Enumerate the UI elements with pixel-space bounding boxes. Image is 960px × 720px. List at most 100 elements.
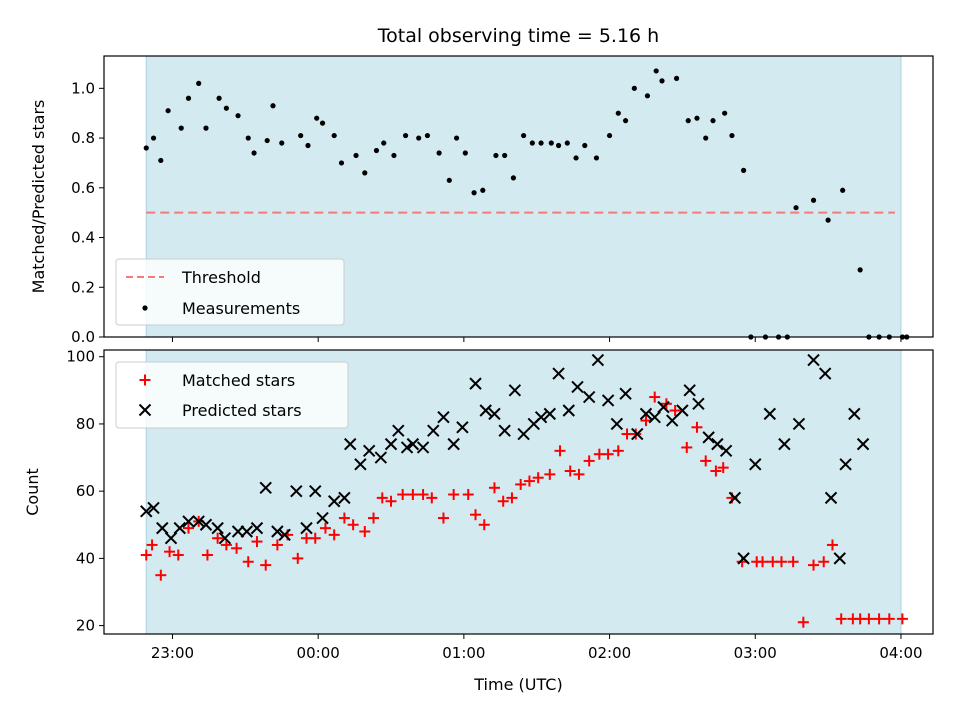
predicted-star-point xyxy=(140,505,153,518)
measurement-point xyxy=(529,140,535,146)
predicted-star-point xyxy=(362,444,376,458)
matched-star-point xyxy=(583,455,595,467)
matched-star-point xyxy=(462,489,474,501)
matched-star-point xyxy=(564,465,576,477)
measurement-point xyxy=(235,113,241,119)
predicted-star-point xyxy=(400,441,414,454)
matched-star-point xyxy=(554,445,566,457)
matched-star-point xyxy=(649,391,661,403)
measurement-point xyxy=(502,152,508,159)
predicted-star-point xyxy=(711,437,724,451)
matched-star-point xyxy=(612,445,624,457)
bottom-panel: 20 40 60 80 100 23:00 00:00 01:00 02:00 03:00 04:… xyxy=(23,348,934,694)
measurement-point xyxy=(694,115,700,121)
measurement-point xyxy=(150,135,157,141)
matched-star-point xyxy=(164,546,176,558)
predicted-star-point xyxy=(728,491,742,505)
top-legend-box xyxy=(115,258,345,326)
matched-star-point xyxy=(797,616,809,628)
predicted-star-point xyxy=(666,414,679,427)
measurement-point xyxy=(722,110,728,116)
predicted-star-point xyxy=(683,384,696,397)
matched-star-point xyxy=(319,522,331,534)
measurement-point xyxy=(245,135,251,141)
top-y-axis-label: Matched/Predicted stars xyxy=(29,100,48,294)
matched-star-point xyxy=(497,495,509,507)
x-tick-label: 03:00 xyxy=(734,644,777,662)
matched-star-point xyxy=(397,489,409,501)
matched-star-point xyxy=(347,519,359,531)
matched-star-point xyxy=(826,539,838,551)
measurement-point xyxy=(659,78,665,84)
measurement-point xyxy=(446,177,452,183)
matched-star-point xyxy=(251,536,263,548)
y-tick-label: 40 xyxy=(76,549,95,567)
matched-star-point xyxy=(448,489,460,501)
matched-star-point xyxy=(787,556,799,568)
matched-star-point xyxy=(488,482,500,494)
predicted-star-point xyxy=(792,417,806,431)
legend-measurements-label: Measurements xyxy=(182,299,300,318)
predicted-star-point xyxy=(447,437,460,451)
y-tick-label: 80 xyxy=(76,415,95,433)
matched-star-point xyxy=(602,448,614,460)
predicted-star-point xyxy=(601,394,615,407)
predicted-star-point xyxy=(619,387,632,400)
predicted-star-point xyxy=(199,518,213,531)
measurement-point xyxy=(270,103,276,109)
measurement-point xyxy=(740,167,747,173)
x-tick-label: 01:00 xyxy=(442,644,485,662)
measurement-point xyxy=(178,125,184,131)
top-panel: 0.0 0.2 0.4 0.6 0.8 1.0 Total observing time … xyxy=(29,25,934,346)
predicted-star-point xyxy=(648,411,661,424)
measurement-point xyxy=(143,145,149,151)
measurement-point xyxy=(216,95,222,101)
measurement-point xyxy=(436,150,442,156)
measurement-point xyxy=(353,152,359,159)
predicted-star-point xyxy=(657,400,670,414)
top-y-ticks: 0.0 0.2 0.4 0.6 0.8 1.0 xyxy=(71,79,104,346)
y-tick-label: 100 xyxy=(66,348,95,366)
predicted-star-point xyxy=(552,367,565,380)
predicted-star-point xyxy=(534,411,548,424)
predicted-star-point xyxy=(147,501,160,515)
matched-star-point xyxy=(292,552,304,564)
matched-star-point xyxy=(212,532,224,544)
measurement-point xyxy=(510,175,517,181)
matched-star-point xyxy=(231,542,243,554)
measurement-point xyxy=(582,142,588,149)
measurement-point xyxy=(381,140,387,146)
predicted-star-point xyxy=(763,407,777,421)
predicted-star-point xyxy=(309,484,322,498)
matched-star-point xyxy=(338,512,350,524)
measurement-point xyxy=(810,197,817,203)
predicted-star-point xyxy=(839,458,852,471)
predicted-star-point xyxy=(456,421,469,434)
measurement-point xyxy=(685,118,691,124)
predicted-star-point xyxy=(192,515,205,528)
predicted-star-point xyxy=(833,552,846,565)
measurement-point xyxy=(362,170,368,176)
bottom-y-ticks: 20 40 60 80 100 xyxy=(66,348,104,635)
y-tick-label: 0.4 xyxy=(71,229,95,247)
y-tick-label: 0.6 xyxy=(71,179,95,197)
matched-star-point xyxy=(201,549,213,561)
predicted-star-point xyxy=(354,458,367,471)
measurement-point xyxy=(462,150,468,156)
matched-star-point xyxy=(630,428,642,440)
matched-star-point xyxy=(437,512,449,524)
predicted-star-point xyxy=(384,437,398,451)
predicted-star-point xyxy=(211,521,224,535)
matched-star-point xyxy=(359,525,371,537)
predicted-star-point xyxy=(824,491,838,505)
matched-star-point xyxy=(681,441,693,453)
predicted-star-point xyxy=(437,411,450,424)
predicted-star-point xyxy=(692,397,705,410)
x-axis-label: Time (UTC) xyxy=(473,675,562,694)
measurement-point xyxy=(279,140,285,146)
x-tick-label: 23:00 xyxy=(151,644,194,662)
measurement-point xyxy=(520,132,527,139)
measurement-point xyxy=(548,140,554,146)
predicted-star-point xyxy=(676,404,689,417)
predicted-star-point xyxy=(639,407,653,421)
